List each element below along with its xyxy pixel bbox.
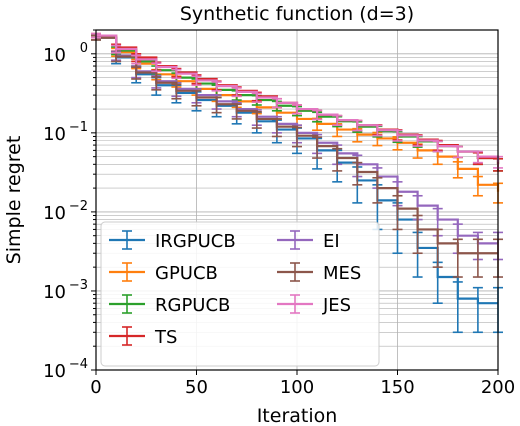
legend-label: MES [323, 263, 361, 284]
x-tick-label: 100 [280, 377, 314, 398]
y-axis-label: Simple regret [3, 136, 25, 265]
legend-label: IRGPUCB [155, 231, 236, 252]
legend-entry-irgpucb: IRGPUCB [109, 230, 236, 252]
error-bar-jes [271, 97, 282, 109]
error-bar-irgpucb [452, 281, 463, 334]
error-bar-mes [191, 90, 202, 107]
x-tick-label: 0 [90, 377, 101, 398]
error-bar-mes [472, 238, 483, 278]
error-bar-jes [352, 119, 363, 132]
x-tick-label: 200 [481, 377, 515, 398]
error-bar-mes [271, 118, 282, 138]
error-bar-mes [292, 126, 302, 148]
y-tick-label-exponent: −2 [69, 199, 88, 214]
error-bar-jes [151, 62, 162, 73]
y-tick-label-exponent: −1 [69, 120, 88, 135]
error-bar-jes [191, 75, 202, 87]
legend-entry-rgpucb: RGPUCB [109, 294, 230, 316]
x-axis: 0 50 100 150 200 [90, 370, 515, 398]
legend-entry-gpucb: GPUCB [109, 262, 218, 284]
error-bar-jes [472, 150, 483, 164]
error-bar-jes [372, 124, 383, 137]
y-tick-label: 10 [43, 282, 66, 303]
error-bar-jes [111, 44, 122, 54]
error-bar-mes [352, 161, 363, 186]
y-tick-label: 10 [43, 361, 66, 382]
error-bar-irgpucb [432, 261, 443, 304]
legend-entry-ei: EI [277, 230, 340, 252]
error-bar-mes [171, 83, 182, 100]
error-bar-jes [392, 129, 403, 142]
error-bar-jes [412, 134, 423, 147]
legend-label: GPUCB [155, 263, 218, 284]
error-bar-jes [231, 87, 242, 98]
legend: IRGPUCB GPUCB RGPUCB TS EI MES JES [100, 221, 380, 367]
y-tick-label: 10 [43, 203, 66, 224]
error-bar-mes [231, 103, 242, 120]
error-bar-mes [412, 214, 423, 255]
error-bar-mes [372, 176, 383, 204]
error-bar-jes [292, 104, 302, 115]
legend-entry-jes: JES [277, 294, 351, 316]
legend-label: EI [323, 231, 340, 252]
error-bar-gpucb [452, 161, 463, 179]
error-bar-jes [211, 81, 222, 92]
error-bar-mes [211, 96, 222, 114]
error-bar-jes [432, 140, 443, 153]
legend-label: TS [154, 327, 177, 348]
legend-box [100, 221, 380, 367]
legend-entry-mes: MES [277, 262, 361, 284]
x-axis-label: Iteration [257, 405, 338, 426]
error-bar-irgpucb [472, 286, 483, 334]
error-bar-mes [452, 238, 463, 278]
legend-label: JES [322, 295, 351, 316]
y-tick-label: 10 [43, 124, 66, 145]
x-tick-label: 50 [185, 377, 208, 398]
error-bar-mes [392, 194, 403, 231]
legend-entry-ts: TS [109, 326, 177, 348]
error-bar-jes [452, 145, 463, 159]
plot-area [91, 32, 503, 334]
y-tick-label: 10 [43, 45, 66, 66]
y-tick-label-exponent: −3 [69, 278, 88, 293]
x-tick-label: 150 [380, 377, 414, 398]
error-bar-mes [432, 228, 443, 268]
error-bar-mes [151, 76, 162, 91]
error-bar-jes [251, 92, 262, 103]
y-tick-label-exponent: −4 [69, 357, 88, 372]
error-bar-mes [251, 110, 262, 129]
error-bar-jes [332, 114, 343, 126]
error-bar-mes [332, 147, 343, 172]
error-bar-jes [131, 54, 142, 65]
y-tick-label-exponent: 0 [80, 41, 88, 56]
error-bar-gpucb [472, 175, 483, 197]
error-bar-jes [312, 109, 323, 121]
error-bar-jes [171, 68, 182, 80]
chart-title: Synthetic function (d=3) [180, 3, 414, 25]
legend-label: RGPUCB [155, 295, 230, 316]
error-bar-mes [131, 66, 142, 80]
error-bar-mes [312, 136, 323, 159]
